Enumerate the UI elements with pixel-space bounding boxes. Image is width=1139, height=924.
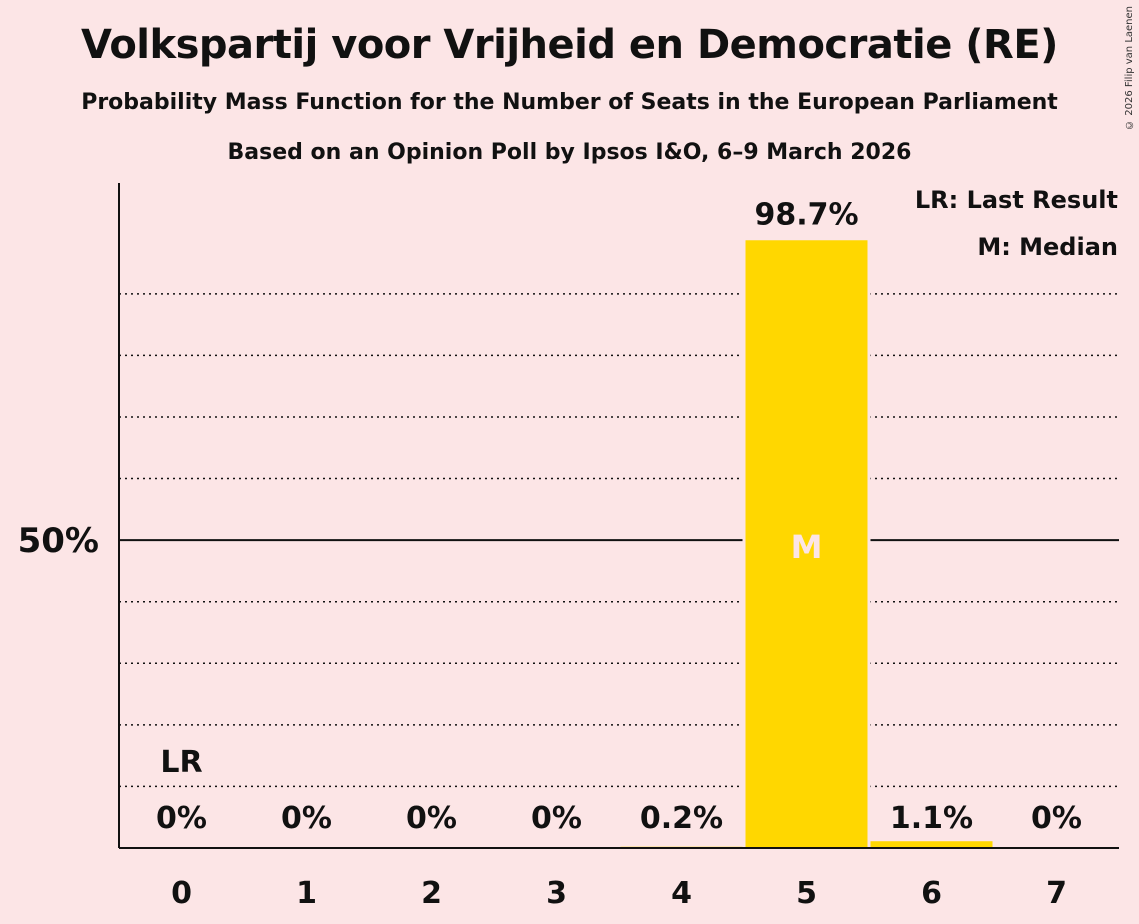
bar-6 — [870, 841, 993, 848]
data-label: 0% — [1031, 801, 1082, 836]
x-tick-label: 4 — [671, 876, 692, 911]
data-label: 0% — [531, 801, 582, 836]
x-tick-label: 5 — [796, 876, 817, 911]
chart-subtitle: Probability Mass Function for the Number… — [81, 90, 1058, 115]
x-tick-label: 0 — [171, 876, 192, 911]
x-tick-label: 1 — [296, 876, 317, 911]
legend-last-result: LR: Last Result — [914, 186, 1118, 214]
data-label: 0.2% — [640, 801, 723, 836]
data-label: 1.1% — [890, 801, 973, 836]
bar-5 — [745, 240, 868, 848]
data-label: 0% — [281, 801, 332, 836]
x-tick-label: 7 — [1046, 876, 1067, 911]
chart-source: Based on an Opinion Poll by Ipsos I&O, 6… — [227, 140, 912, 165]
chart-title: Volkspartij voor Vrijheid en Democratie … — [81, 22, 1058, 68]
data-label: 98.7% — [754, 197, 858, 232]
x-tick-label: 3 — [546, 876, 567, 911]
median-marker: M — [791, 528, 823, 566]
last-result-marker: LR — [160, 745, 202, 780]
data-label: 0% — [156, 801, 207, 836]
legend-median: M: Median — [977, 233, 1118, 261]
x-tick-label: 6 — [921, 876, 942, 911]
y-tick-label: 50% — [18, 521, 99, 561]
x-tick-label: 2 — [421, 876, 442, 911]
data-label: 0% — [406, 801, 457, 836]
